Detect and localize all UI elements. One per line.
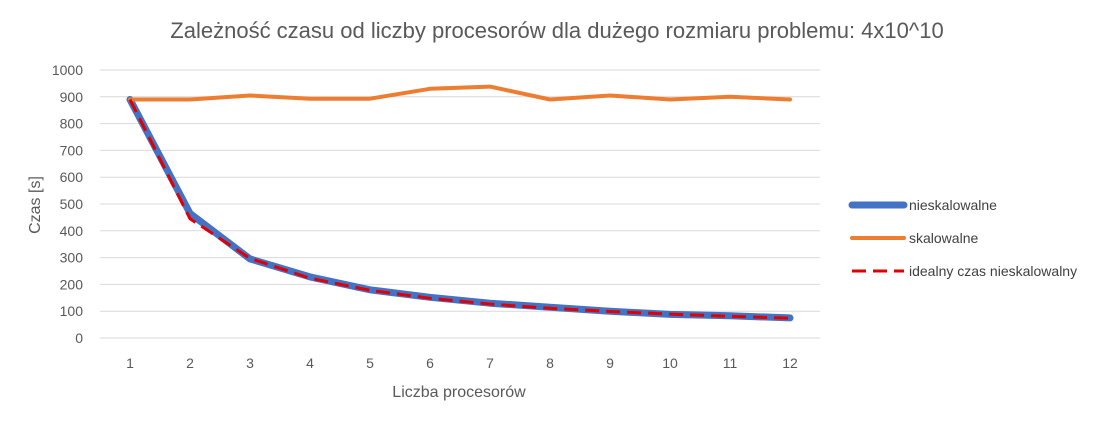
y-tick-label: 0 (75, 330, 83, 346)
y-tick-label: 100 (60, 303, 84, 319)
y-tick-label: 400 (60, 223, 84, 239)
x-tick-label: 12 (782, 355, 798, 371)
x-tick-label: 3 (246, 355, 254, 371)
x-tick-label: 9 (606, 355, 614, 371)
x-axis-ticks: 1 2 3 4 5 6 7 8 9 10 11 12 (126, 355, 798, 371)
y-tick-label: 300 (60, 250, 84, 266)
legend: nieskalowalne skalowalne idealny czas nies… (848, 197, 1077, 279)
legend-label: nieskalowalne (909, 197, 997, 213)
y-axis-ticks: 0 100 200 300 400 500 600 700 800 900 1000 (52, 62, 83, 346)
y-tick-label: 600 (60, 169, 84, 185)
chart-title: Zależność czasu od liczby procesorów dla… (170, 18, 943, 43)
x-tick-label: 1 (126, 355, 134, 371)
legend-label: skalowalne (909, 230, 978, 246)
x-tick-label: 10 (662, 355, 678, 371)
x-tick-label: 2 (186, 355, 194, 371)
x-axis-title: Liczba procesorów (392, 384, 526, 401)
y-tick-label: 700 (60, 142, 84, 158)
x-tick-label: 5 (366, 355, 374, 371)
y-tick-label: 1000 (52, 62, 83, 78)
y-tick-label: 200 (60, 276, 84, 292)
series-line-0 (126, 96, 794, 322)
series-line-2 (128, 98, 791, 320)
y-axis-title: Czas [s] (27, 176, 44, 234)
series-line-1 (128, 84, 792, 102)
x-tick-label: 4 (306, 355, 314, 371)
x-tick-label: 7 (486, 355, 494, 371)
y-tick-label: 500 (60, 196, 84, 212)
x-tick-label: 11 (723, 355, 738, 371)
series-lines (126, 84, 794, 322)
x-tick-label: 6 (426, 355, 434, 371)
legend-label: idealny czas nieskalowalny (909, 263, 1077, 279)
y-tick-label: 900 (60, 89, 84, 105)
y-tick-label: 800 (60, 116, 84, 132)
x-tick-label: 8 (546, 355, 554, 371)
